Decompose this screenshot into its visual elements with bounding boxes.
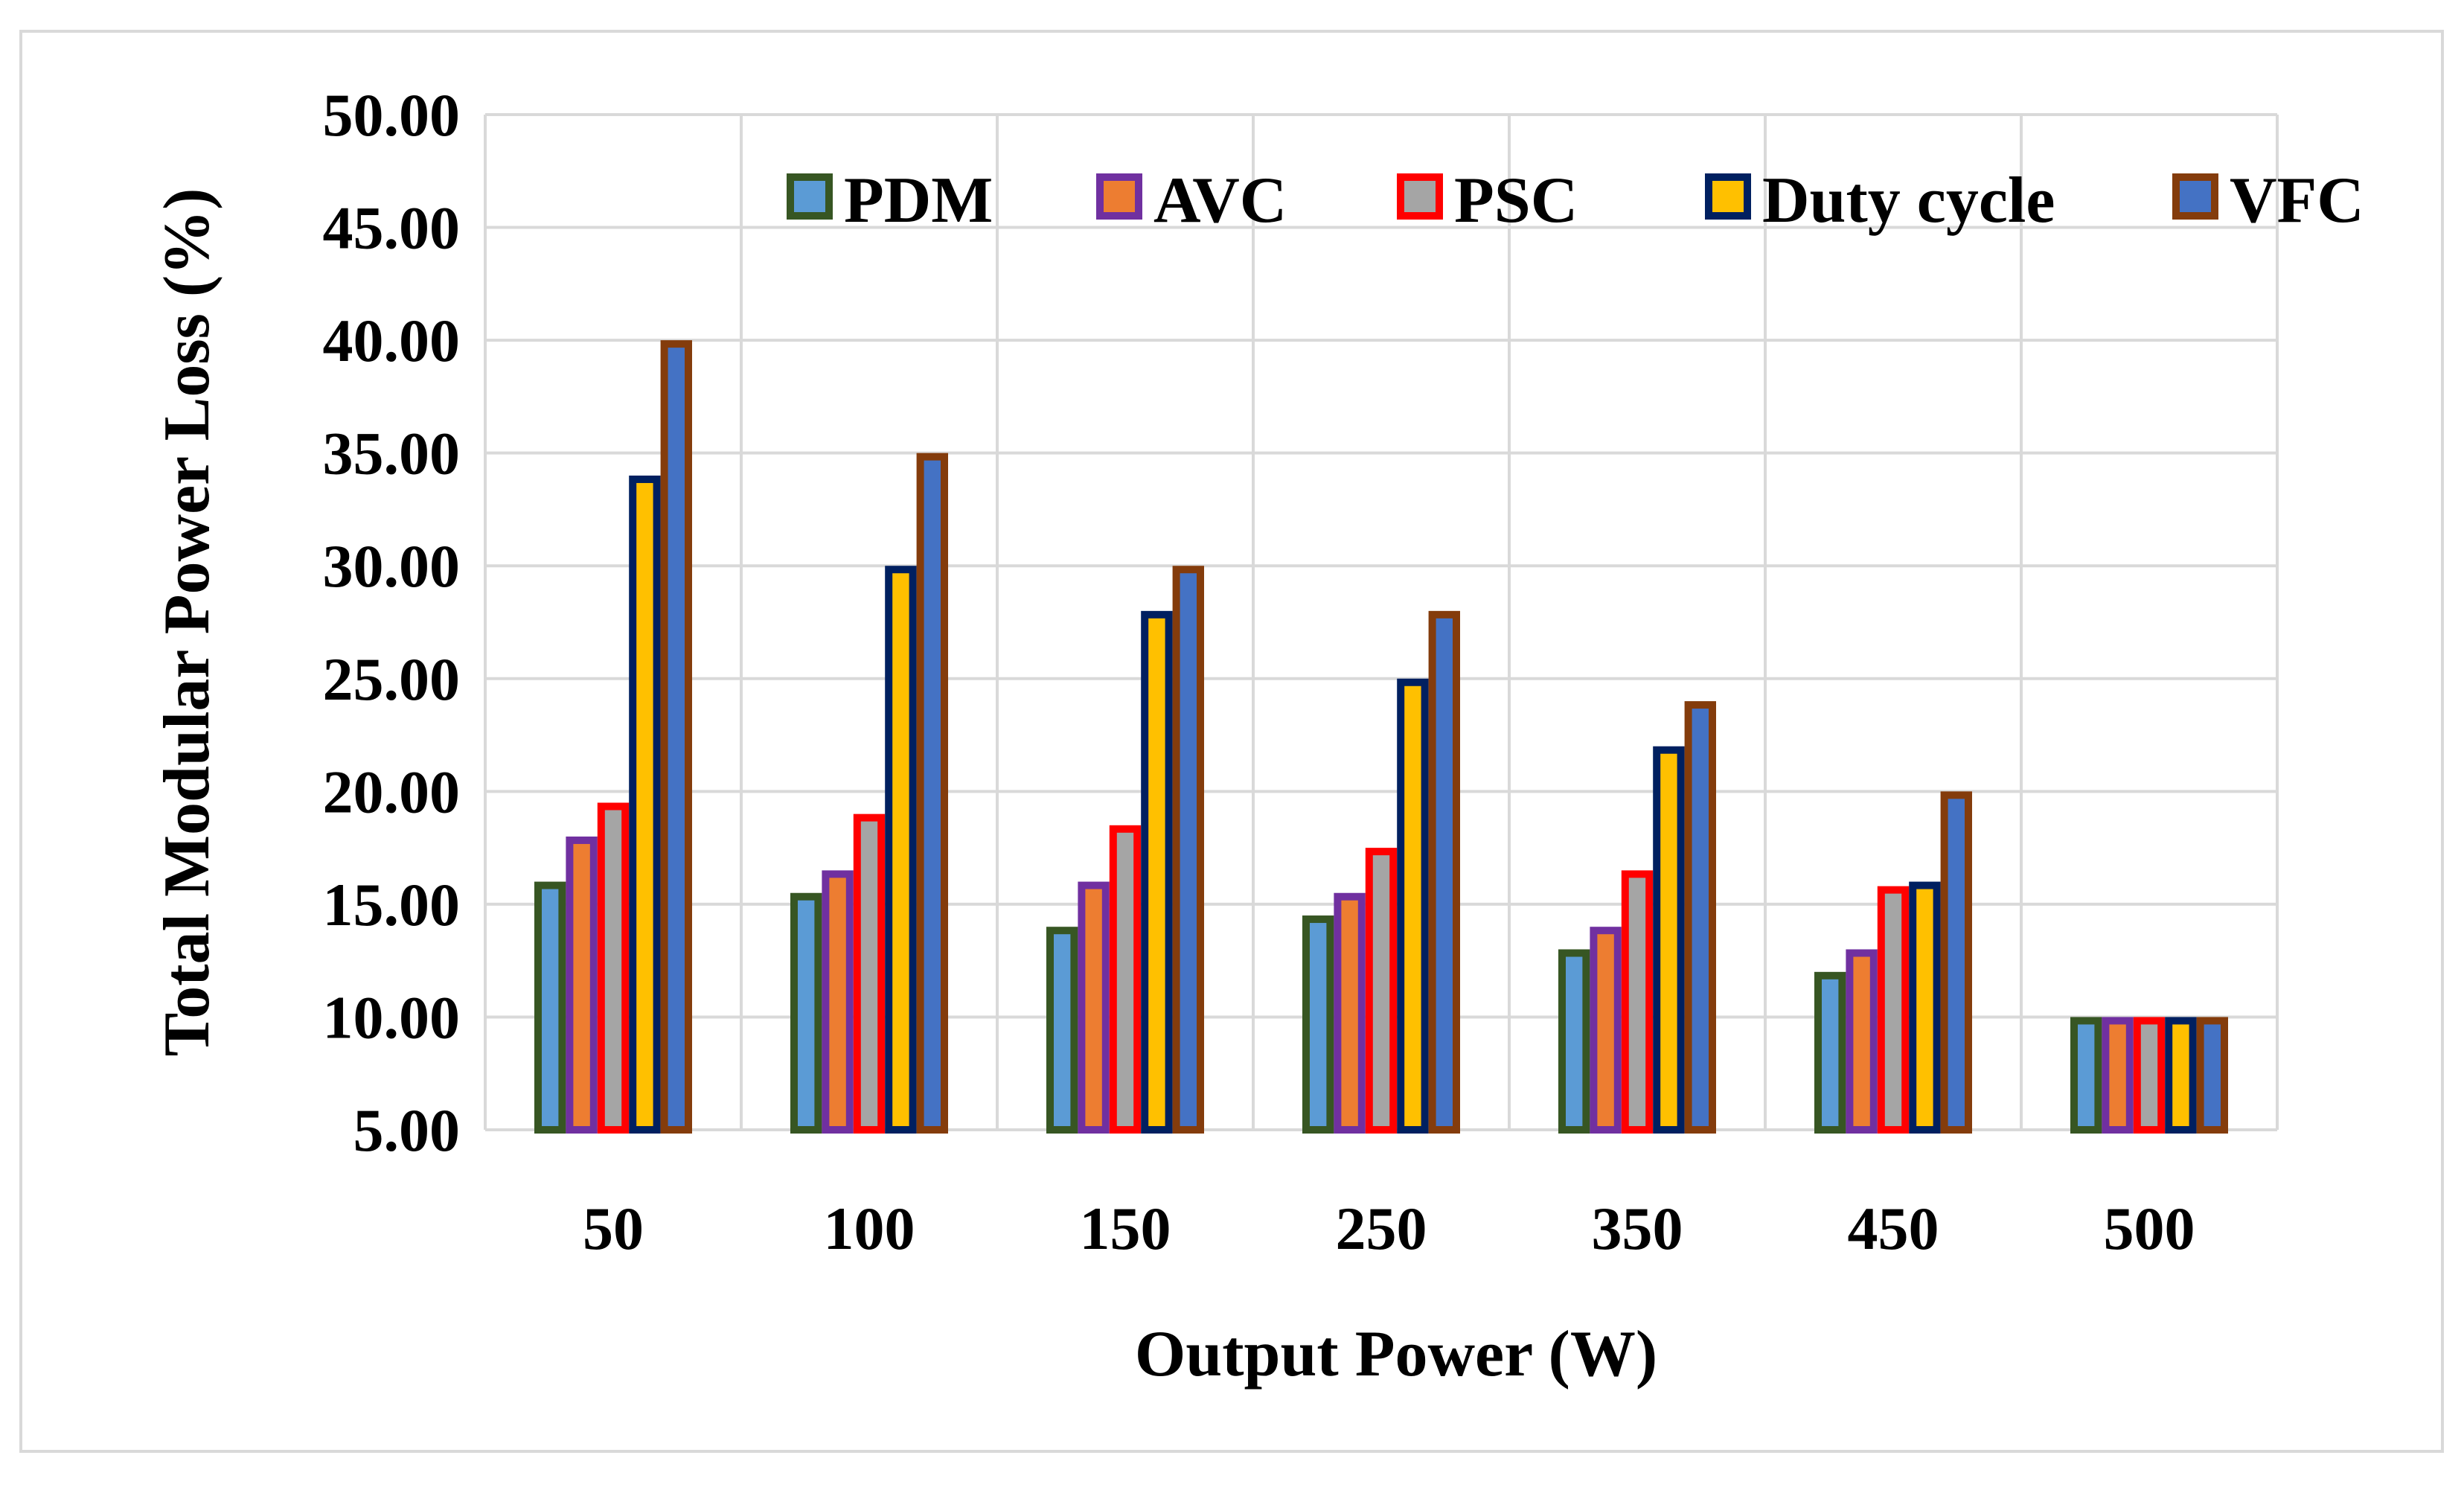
legend-swatch-avc <box>1096 173 1142 220</box>
bar-vfc <box>1684 701 1717 1134</box>
y-tick-label: 50.00 <box>323 81 461 149</box>
y-axis-title: Total Modular Power Loss (%) <box>151 188 223 1057</box>
x-tick-label: 350 <box>1592 1195 1683 1262</box>
bar-duty-cycle <box>1909 881 1941 1134</box>
y-tick-label: 15.00 <box>323 871 461 939</box>
y-tick-label: 5.00 <box>353 1096 461 1164</box>
x-axis-ticks: 50 100 150 250 350 450 500 <box>583 1195 2195 1262</box>
y-tick-label: 30.00 <box>323 532 461 600</box>
bar-vfc <box>916 453 948 1134</box>
bar-vfc <box>1940 791 1973 1134</box>
bar-vfc <box>660 340 692 1134</box>
bar-psc <box>1621 870 1654 1134</box>
bar-psc <box>2133 1017 2166 1134</box>
chart-frame: 5.00 10.00 15.00 20.00 25.00 30.00 35.00 40.00 4… <box>19 30 2444 1453</box>
bar-pdm <box>790 892 822 1134</box>
y-axis-ticks: 5.00 10.00 15.00 20.00 25.00 30.00 35.00 40.00 4… <box>323 81 461 1164</box>
bar-pdm <box>2070 1017 2102 1134</box>
bar-pdm <box>534 881 566 1134</box>
y-tick-label: 35.00 <box>323 420 461 488</box>
bar-pdm <box>1046 927 1078 1134</box>
bar-pdm <box>1302 915 1334 1134</box>
bar-avc <box>1334 892 1366 1134</box>
bar-vfc <box>1172 566 1204 1134</box>
bar-avc <box>1590 927 1622 1134</box>
bar-psc <box>597 802 630 1134</box>
legend-label: PSC <box>1454 164 1578 237</box>
bar-psc <box>1109 825 1142 1134</box>
bar-vfc <box>2196 1017 2229 1134</box>
y-tick-label: 20.00 <box>323 758 461 825</box>
legend-label: PDM <box>844 164 993 237</box>
y-tick-label: 25.00 <box>323 645 461 713</box>
legend-swatch-psc <box>1397 173 1443 220</box>
legend-swatch-pdm <box>787 173 833 220</box>
gridlines <box>484 113 2279 1131</box>
x-tick-label: 450 <box>1848 1195 1939 1262</box>
legend-swatch-duty-cycle <box>1705 173 1751 220</box>
bar-chart: 5.00 10.00 15.00 20.00 25.00 30.00 35.00 40.00 4… <box>151 81 2364 1390</box>
y-tick-label: 40.00 <box>323 307 461 374</box>
bar-duty-cycle <box>629 475 661 1134</box>
bar-avc <box>1078 881 1110 1134</box>
bar-duty-cycle <box>2165 1017 2197 1134</box>
x-tick-label: 50 <box>583 1195 644 1262</box>
legend-label: VFC <box>2230 164 2364 237</box>
bar-avc <box>1846 949 1878 1134</box>
bar-vfc <box>1428 610 1460 1134</box>
bar-series <box>534 340 2229 1134</box>
bar-avc <box>822 870 854 1134</box>
legend-swatch-vfc <box>2172 173 2218 220</box>
x-axis-title: Output Power (W) <box>1135 1318 1657 1390</box>
bar-psc <box>853 813 886 1134</box>
bar-avc <box>566 836 598 1134</box>
x-tick-label: 150 <box>1080 1195 1171 1262</box>
x-tick-label: 100 <box>824 1195 915 1262</box>
bar-psc <box>1877 886 1910 1134</box>
bar-duty-cycle <box>1397 678 1429 1134</box>
bar-pdm <box>1814 971 1846 1134</box>
legend-label: AVC <box>1153 164 1287 237</box>
bar-avc <box>2102 1017 2134 1134</box>
y-tick-label: 45.00 <box>323 194 461 262</box>
x-tick-label: 500 <box>2104 1195 2195 1262</box>
bar-duty-cycle <box>1141 610 1173 1134</box>
legend-label: Duty cycle <box>1762 164 2055 237</box>
x-tick-label: 250 <box>1336 1195 1427 1262</box>
bar-psc <box>1365 848 1398 1134</box>
bar-duty-cycle <box>1653 746 1685 1134</box>
y-tick-label: 10.00 <box>323 983 461 1051</box>
bar-duty-cycle <box>885 566 917 1134</box>
bar-pdm <box>1558 949 1590 1134</box>
legend: PDM AVC PSC Duty cycle VFC <box>787 164 2364 237</box>
